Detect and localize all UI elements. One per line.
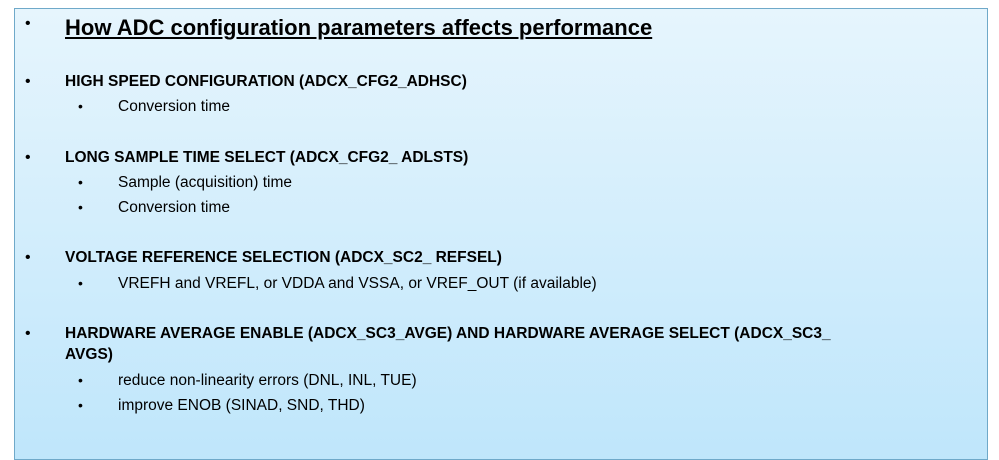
bullet: • <box>78 174 83 190</box>
heading-text: HIGH SPEED CONFIGURATION (ADCX_CFG2_ADHS… <box>65 73 467 90</box>
bullet: • <box>25 249 31 266</box>
sub-item-text: reduce non-linearity errors (DNL, INL, T… <box>118 372 417 389</box>
sub-item-text: Sample (acquisition) time <box>118 174 293 191</box>
bullet: • <box>78 397 83 413</box>
sub-item-text: improve ENOB (SINAD, SND, THD) <box>118 397 365 414</box>
bullet: • <box>25 73 31 90</box>
bullet: • <box>78 372 83 388</box>
bullet: • <box>78 98 83 114</box>
bullet: • <box>25 325 31 342</box>
sub-item-text: Conversion time <box>118 199 230 216</box>
sub-item-text: Conversion time <box>118 98 230 115</box>
heading-text: HARDWARE AVERAGE ENABLE (ADCX_SC3_AVGE) … <box>65 325 831 342</box>
content-box: • How ADC configuration parameters affec… <box>14 8 988 460</box>
bullet: • <box>25 15 31 32</box>
heading-text: VOLTAGE REFERENCE SELECTION (ADCX_SC2_ R… <box>65 249 502 266</box>
bullet: • <box>78 199 83 215</box>
slide-title: How ADC configuration parameters affects… <box>65 15 653 40</box>
bullet: • <box>25 149 31 166</box>
bullet: • <box>78 275 83 291</box>
heading-text: AVGS) <box>65 346 113 363</box>
sub-item-text: VREFH and VREFL, or VDDA and VSSA, or VR… <box>118 275 597 292</box>
heading-text: LONG SAMPLE TIME SELECT (ADCX_CFG2_ ADLS… <box>65 149 469 166</box>
